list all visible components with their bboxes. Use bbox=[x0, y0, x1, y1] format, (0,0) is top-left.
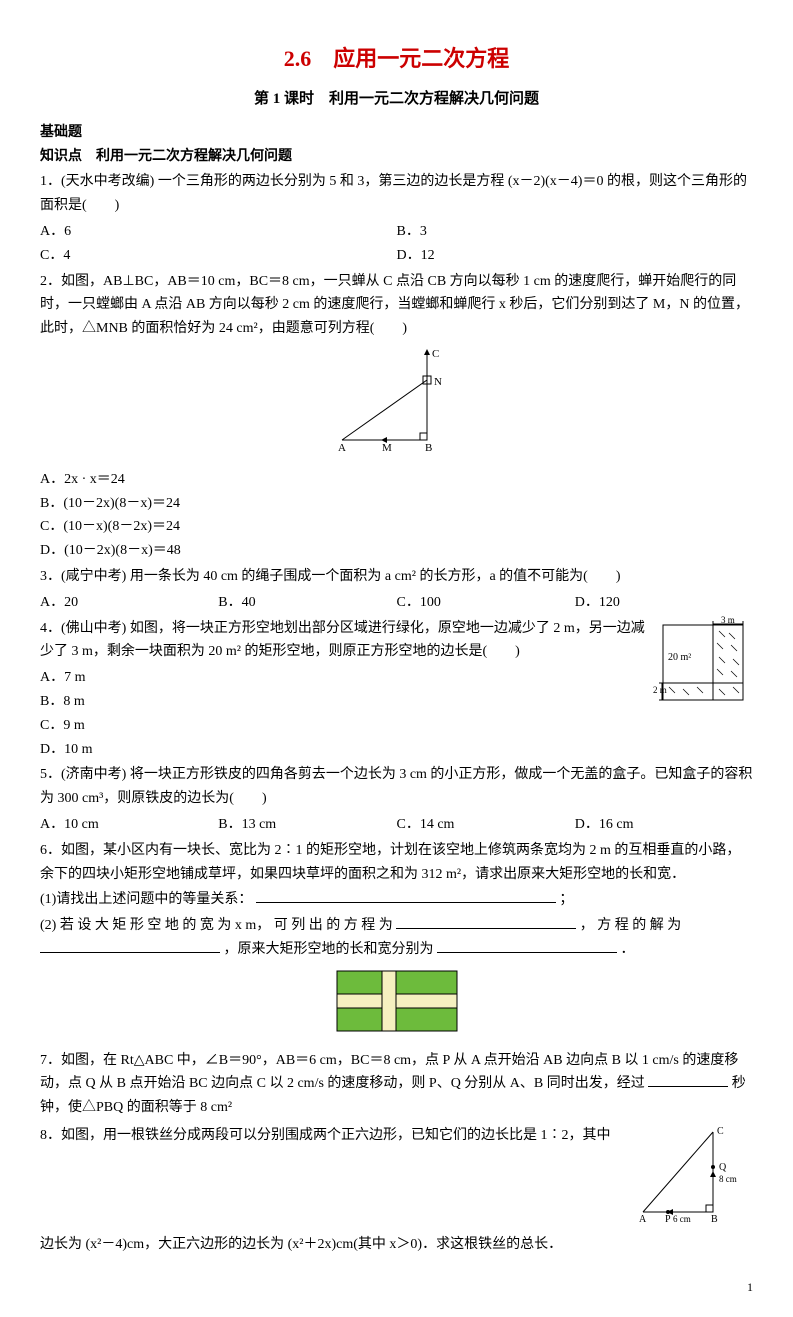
q3-stem: 3．(咸宁中考) 用一条长为 40 cm 的绳子围成一个面积为 a cm² 的长… bbox=[40, 565, 753, 589]
page-title: 2.6 应用一元二次方程 bbox=[40, 40, 753, 77]
q1-options-row2: C．4 D．12 bbox=[40, 244, 753, 268]
q2-stem: 2．如图，AB⊥BC，AB＝10 cm，BC＝8 cm，一只蝉从 C 点沿 CB… bbox=[40, 270, 753, 341]
svg-text:A: A bbox=[639, 1214, 647, 1222]
q1-opt-a: A．6 bbox=[40, 220, 397, 244]
q7-stem: 7．如图，在 Rt△ABC 中，∠B＝90°，AB＝6 cm，BC＝8 cm，点… bbox=[40, 1049, 753, 1120]
q8-stem-a: 8．如图，用一根铁丝分成两段可以分别围成两个正六边形，已知它们的边长比是 1∶2… bbox=[40, 1128, 611, 1143]
q8-stem-b-line: 边长为 (x²－4)cm，大正六边形的边长为 (x²＋2x)cm(其中 x＞0)… bbox=[40, 1233, 753, 1257]
svg-text:C: C bbox=[432, 348, 439, 360]
svg-text:A: A bbox=[338, 442, 346, 454]
svg-text:6 cm: 6 cm bbox=[673, 1214, 691, 1222]
q1-opt-d: D．12 bbox=[397, 244, 754, 268]
svg-text:2 m: 2 m bbox=[653, 685, 667, 695]
q4-opt-c: C．9 m bbox=[40, 714, 645, 738]
q4-stem: 4．(佛山中考) 如图，将一块正方形空地划出部分区域进行绿化，原空地一边减少了 … bbox=[40, 617, 645, 665]
q3-opt-a: A．20 bbox=[40, 591, 218, 615]
q5-options: A．10 cm B．13 cm C．14 cm D．16 cm bbox=[40, 813, 753, 837]
section-knowledge: 知识点 利用一元二次方程解决几何问题 bbox=[40, 145, 753, 169]
q2-opt-d: D．(10－2x)(8－x)＝48 bbox=[40, 539, 753, 563]
q6-blank2 bbox=[396, 914, 576, 929]
q1-opt-c: C．4 bbox=[40, 244, 397, 268]
q1-stem: 1．(天水中考改编) 一个三角形的两边长分别为 5 和 3，第三边的边长是方程 … bbox=[40, 170, 753, 218]
q6-p2a: (2) 若 设 大 矩 形 空 地 的 宽 为 x m， 可 列 出 的 方 程… bbox=[40, 918, 396, 933]
q3-opt-c: C．100 bbox=[397, 591, 575, 615]
q8-block: 8．如图，用一根铁丝分成两段可以分别围成两个正六边形，已知它们的边长比是 1∶2… bbox=[40, 1122, 753, 1231]
q1-options-row1: A．6 B．3 bbox=[40, 220, 753, 244]
q8-stem-b: 边长为 (x²－4)cm，大正六边形的边长为 (x²＋2x)cm(其中 x＞0)… bbox=[40, 1237, 562, 1252]
q3-opt-b: B．40 bbox=[218, 591, 396, 615]
q7-figure: A P B Q C 8 cm 6 cm 6 cm bbox=[633, 1122, 753, 1231]
svg-text:B: B bbox=[711, 1214, 718, 1222]
svg-text:20 m²: 20 m² bbox=[668, 652, 691, 663]
q7-blank bbox=[648, 1072, 728, 1087]
q5-opt-c: C．14 cm bbox=[397, 813, 575, 837]
svg-text:Q: Q bbox=[719, 1162, 727, 1173]
page-number: 1 bbox=[40, 1277, 753, 1297]
q5-opt-b: B．13 cm bbox=[218, 813, 396, 837]
q3-options: A．20 B．40 C．100 D．120 bbox=[40, 591, 753, 615]
q2-figure: A M B N C bbox=[40, 345, 753, 464]
q4-opt-a: A．7 m bbox=[40, 666, 645, 690]
section-basic: 基础题 bbox=[40, 121, 753, 145]
svg-text:C: C bbox=[717, 1126, 724, 1137]
q6-p1b: ； bbox=[559, 892, 573, 907]
q7-stem-a: 7．如图，在 Rt△ABC 中，∠B＝90°，AB＝6 cm，BC＝8 cm，点… bbox=[40, 1053, 738, 1092]
q5-opt-a: A．10 cm bbox=[40, 813, 218, 837]
q6-p2b: ， 方 程 的 解 为 bbox=[580, 918, 682, 933]
svg-text:P: P bbox=[665, 1214, 671, 1222]
q4-figure: 3 m 2 m 2 m 20 m² bbox=[653, 615, 753, 719]
q6-part2: (2) 若 设 大 矩 形 空 地 的 宽 为 x m， 可 列 出 的 方 程… bbox=[40, 914, 753, 962]
svg-text:B: B bbox=[425, 442, 432, 454]
q1-opt-b: B．3 bbox=[397, 220, 754, 244]
page-subtitle: 第 1 课时 利用一元二次方程解决几何问题 bbox=[40, 87, 753, 113]
q5-opt-d: D．16 cm bbox=[575, 813, 753, 837]
q6-figure bbox=[40, 966, 753, 1045]
q4-block: 4．(佛山中考) 如图，将一块正方形空地划出部分区域进行绿化，原空地一边减少了 … bbox=[40, 615, 753, 762]
q4-opt-d: D．10 m bbox=[40, 738, 645, 762]
q2-opt-c: C．(10－x)(8－2x)＝24 bbox=[40, 515, 753, 539]
q5-stem: 5．(济南中考) 将一块正方形铁皮的四角各剪去一个边长为 3 cm 的小正方形，… bbox=[40, 763, 753, 811]
q6-part1: (1)请找出上述问题中的等量关系： ； bbox=[40, 888, 753, 912]
q6-blank3 bbox=[40, 938, 220, 953]
svg-text:8 cm: 8 cm bbox=[719, 1174, 737, 1184]
q6-stem: 6．如图，某小区内有一块长、宽比为 2∶1 的矩形空地，计划在该空地上修筑两条宽… bbox=[40, 839, 753, 887]
q6-blank1 bbox=[256, 888, 556, 903]
q2-opt-b: B．(10－2x)(8－x)＝24 bbox=[40, 492, 753, 516]
q6-p2d: ． bbox=[621, 942, 635, 957]
q8-stem: 8．如图，用一根铁丝分成两段可以分别围成两个正六边形，已知它们的边长比是 1∶2… bbox=[40, 1124, 625, 1148]
q4-opt-b: B．8 m bbox=[40, 690, 645, 714]
svg-text:N: N bbox=[434, 376, 442, 388]
q2-options: A．2x · x＝24 B．(10－2x)(8－x)＝24 C．(10－x)(8… bbox=[40, 468, 753, 563]
q2-opt-a: A．2x · x＝24 bbox=[40, 468, 753, 492]
q4-options: A．7 m B．8 m C．9 m D．10 m bbox=[40, 666, 645, 761]
q6-p2c: ，原来大矩形空地的长和宽分别为 bbox=[224, 942, 434, 957]
q6-p1a: (1)请找出上述问题中的等量关系： bbox=[40, 892, 252, 907]
q3-opt-d: D．120 bbox=[575, 591, 753, 615]
svg-text:M: M bbox=[382, 442, 392, 454]
q6-blank4 bbox=[437, 938, 617, 953]
